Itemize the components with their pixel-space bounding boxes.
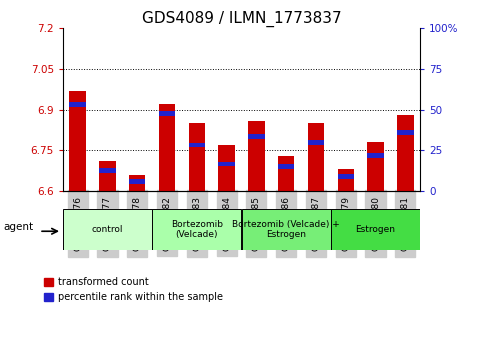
Text: Bortezomib (Velcade) +
Estrogen: Bortezomib (Velcade) + Estrogen	[232, 219, 340, 239]
Bar	[99, 169, 115, 173]
Bar	[129, 175, 145, 191]
Text: Bortezomib
(Velcade): Bortezomib (Velcade)	[171, 219, 223, 239]
Bar	[129, 179, 145, 184]
Bar	[159, 104, 175, 191]
Bar	[248, 121, 265, 191]
Bar	[189, 123, 205, 191]
Bar	[218, 161, 235, 166]
Bar	[368, 142, 384, 191]
Text: Estrogen: Estrogen	[355, 225, 396, 234]
Bar	[189, 143, 205, 148]
Bar	[331, 209, 420, 250]
Bar	[338, 174, 354, 179]
Bar	[70, 102, 86, 107]
Title: GDS4089 / ILMN_1773837: GDS4089 / ILMN_1773837	[142, 11, 341, 27]
Bar	[99, 161, 115, 191]
Bar	[70, 91, 86, 191]
Bar	[278, 156, 294, 191]
Bar	[159, 112, 175, 116]
Bar	[368, 153, 384, 158]
Bar	[338, 170, 354, 191]
Bar	[278, 164, 294, 169]
Bar	[397, 130, 413, 135]
Bar	[308, 140, 324, 145]
Bar	[63, 209, 152, 250]
Legend: transformed count, percentile rank within the sample: transformed count, percentile rank withi…	[43, 278, 223, 302]
Bar	[218, 145, 235, 191]
Bar	[152, 209, 242, 250]
Text: agent: agent	[3, 222, 33, 232]
Bar	[397, 115, 413, 191]
Bar	[248, 135, 265, 139]
Text: control: control	[92, 225, 123, 234]
Bar	[242, 209, 331, 250]
Bar	[308, 123, 324, 191]
